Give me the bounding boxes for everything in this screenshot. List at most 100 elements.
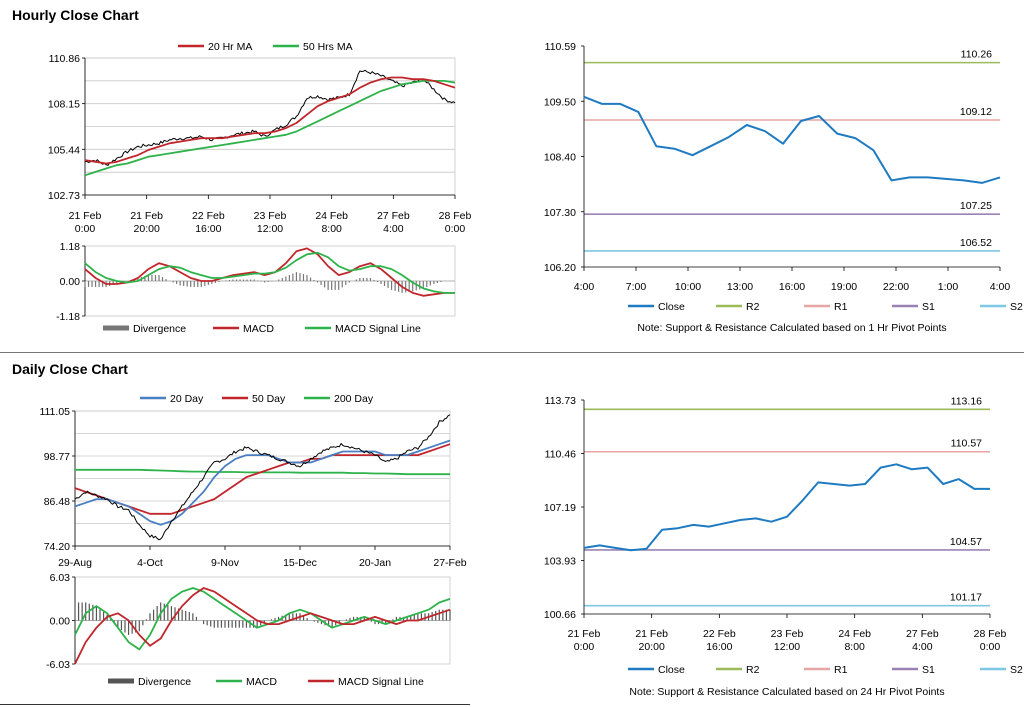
- hourly-macd-legend-label: MACD Signal Line: [335, 323, 421, 335]
- daily-price-price-line: [74, 414, 451, 541]
- daily-macd-legend-label: MACD Signal Line: [338, 676, 424, 688]
- hourly-pivots-close-line: [583, 95, 1001, 184]
- hourly-pivots-r2-label: 110.26: [961, 49, 992, 61]
- daily-macd-ytick-label: 0.00: [50, 616, 71, 628]
- daily-pivots-xtick-label: 8:00: [844, 641, 865, 653]
- daily-pivots-xtick-label: 27 Feb: [906, 628, 939, 640]
- daily-pivots-legend-label: S2: [1010, 664, 1023, 676]
- daily-pivots-xtick-label: 20:00: [639, 641, 665, 653]
- daily-price-ytick-label: 111.05: [39, 406, 70, 418]
- hourly-pivots-legend-label: R2: [746, 301, 760, 313]
- hourly-pivots-xtick-label: 16:00: [779, 281, 805, 293]
- daily-pivots-xtick-label: 21 Feb: [568, 628, 601, 640]
- hourly-pivots-legend-label: S1: [922, 301, 935, 313]
- bottom-divider: [0, 704, 470, 705]
- daily-price-xtick-label: 20-Jan: [359, 557, 391, 569]
- daily-pivots-xtick-label: 22 Feb: [703, 628, 736, 640]
- daily-pivots-xtick-label: 24 Feb: [838, 628, 871, 640]
- daily-pivots-ytick-label: 107.19: [544, 502, 576, 514]
- hourly-macd-legend-label: MACD: [243, 323, 274, 335]
- daily-pivots-r2-label: 113.16: [951, 395, 982, 407]
- section-divider: [0, 352, 1024, 353]
- daily-pivots-xtick-label: 21 Feb: [635, 628, 668, 640]
- hourly-pivots-ytick-label: 107.30: [544, 207, 576, 219]
- hourly-price-xtick-label: 0:00: [445, 223, 466, 235]
- daily-pivots-xtick-label: 4:00: [912, 641, 933, 653]
- hourly-pivots-xtick-label: 22:00: [883, 281, 909, 293]
- daily-section-title: Daily Close Chart: [12, 361, 128, 377]
- daily-price-xtick-label: 29-Aug: [58, 557, 92, 569]
- daily-pivots-xtick-label: 23 Feb: [771, 628, 804, 640]
- hourly-price-legend-label: 20 Hr MA: [208, 41, 252, 53]
- hourly-price-price-line: [84, 69, 456, 166]
- daily-price-ytick-label: 74.20: [44, 541, 70, 553]
- hourly-price-xtick-label: 23 Feb: [254, 210, 287, 222]
- daily-macd-macd-line: [74, 587, 451, 651]
- hourly-price-ytick-label: 105.44: [48, 144, 80, 156]
- hourly-pivots-ytick-label: 109.50: [544, 96, 576, 108]
- hourly-price-xtick-label: 16:00: [195, 223, 221, 235]
- hourly-pivots-legend-label: R1: [834, 301, 848, 313]
- daily-price-xtick-label: 9-Nov: [211, 557, 240, 569]
- hourly-pivots-s1-label: 107.25: [960, 200, 992, 212]
- hourly-price-ytick-label: 102.73: [48, 190, 80, 202]
- daily-macd-macd-signal-line-line: [74, 587, 451, 665]
- hourly-macd-ytick-label: 1.18: [60, 241, 81, 253]
- daily-pivots-ytick-label: 103.93: [544, 556, 576, 568]
- daily-price-ytick-label: 98.77: [44, 451, 70, 463]
- hourly-macd-ytick-label: -1.18: [56, 311, 80, 323]
- hourly-macd-ytick-label: 0.00: [60, 276, 81, 288]
- hourly-pivots-xtick-label: 1:00: [938, 281, 959, 293]
- hourly-price-legend-label: 50 Hrs MA: [303, 41, 353, 53]
- hourly-price-20-hr-ma-line: [84, 76, 456, 165]
- hourly-pivots-ytick-label: 106.20: [544, 262, 576, 274]
- hourly-pivots-legend-label: Close: [658, 301, 685, 313]
- hourly-pivots-r1-label: 109.12: [960, 106, 992, 118]
- daily-pivots-legend-label: Close: [658, 664, 685, 676]
- hourly-price-xtick-label: 0:00: [75, 223, 96, 235]
- daily-macd-ytick-label: 6.03: [50, 572, 71, 584]
- daily-macd-legend-label: Divergence: [138, 676, 191, 688]
- hourly-price-xtick-label: 12:00: [257, 223, 283, 235]
- hourly-pivots-xtick-label: 10:00: [675, 281, 701, 293]
- hourly-price-xtick-label: 8:00: [321, 223, 342, 235]
- hourly-pivots-xtick-label: 13:00: [727, 281, 753, 293]
- hourly-pivots-ytick-label: 110.59: [545, 41, 576, 53]
- hourly-pivots-xtick-label: 7:00: [626, 281, 647, 293]
- hourly-price-ytick-label: 108.15: [48, 99, 80, 111]
- daily-price-legend-label: 200 Day: [334, 393, 374, 405]
- daily-pivots-legend-label: S1: [922, 664, 935, 676]
- daily-price-legend-label: 20 Day: [170, 393, 204, 405]
- daily-price-20-day-line: [74, 439, 451, 526]
- hourly-macd-legend-label: Divergence: [133, 323, 186, 335]
- hourly-pivots-ytick-label: 108.40: [544, 152, 576, 164]
- hourly-macd-macd-signal-line-line: [84, 251, 455, 294]
- daily-macd-ytick-label: -6.03: [46, 659, 70, 671]
- hourly-pivots-xtick-label: 19:00: [831, 281, 857, 293]
- hourly-pivots-xtick-label: 4:00: [990, 281, 1011, 293]
- hourly-price-xtick-label: 22 Feb: [192, 210, 225, 222]
- hourly-price-xtick-label: 28 Feb: [439, 210, 472, 222]
- hourly-price-xtick-label: 21 Feb: [130, 210, 163, 222]
- hourly-price-xtick-label: 24 Feb: [315, 210, 348, 222]
- hourly-price-xtick-label: 27 Feb: [377, 210, 410, 222]
- hourly-price-xtick-label: 21 Feb: [69, 210, 102, 222]
- daily-price-ytick-label: 86.48: [44, 496, 70, 508]
- daily-price-xtick-label: 15-Dec: [283, 557, 317, 569]
- daily-pivots-xtick-label: 0:00: [574, 641, 595, 653]
- daily-price-legend-label: 50 Day: [252, 393, 286, 405]
- hourly-price-xtick-label: 4:00: [383, 223, 404, 235]
- hourly-price-ytick-label: 110.86: [49, 53, 80, 65]
- daily-pivots-ytick-label: 113.73: [545, 395, 576, 407]
- daily-pivots-xtick-label: 0:00: [980, 641, 1001, 653]
- daily-pivots-legend-label: R1: [834, 664, 848, 676]
- daily-pivots-note: Note: Support & Resistance Calculated ba…: [629, 686, 944, 698]
- daily-pivots-s1-label: 104.57: [950, 536, 982, 548]
- daily-pivots-xtick-label: 28 Feb: [974, 628, 1007, 640]
- daily-pivots-s2-label: 101.17: [950, 592, 982, 604]
- hourly-pivots-s2-label: 106.52: [960, 237, 992, 249]
- daily-pivots-ytick-label: 110.46: [545, 449, 576, 461]
- hourly-price-xtick-label: 20:00: [134, 223, 160, 235]
- hourly-price-50-hrs-ma-line: [84, 80, 456, 177]
